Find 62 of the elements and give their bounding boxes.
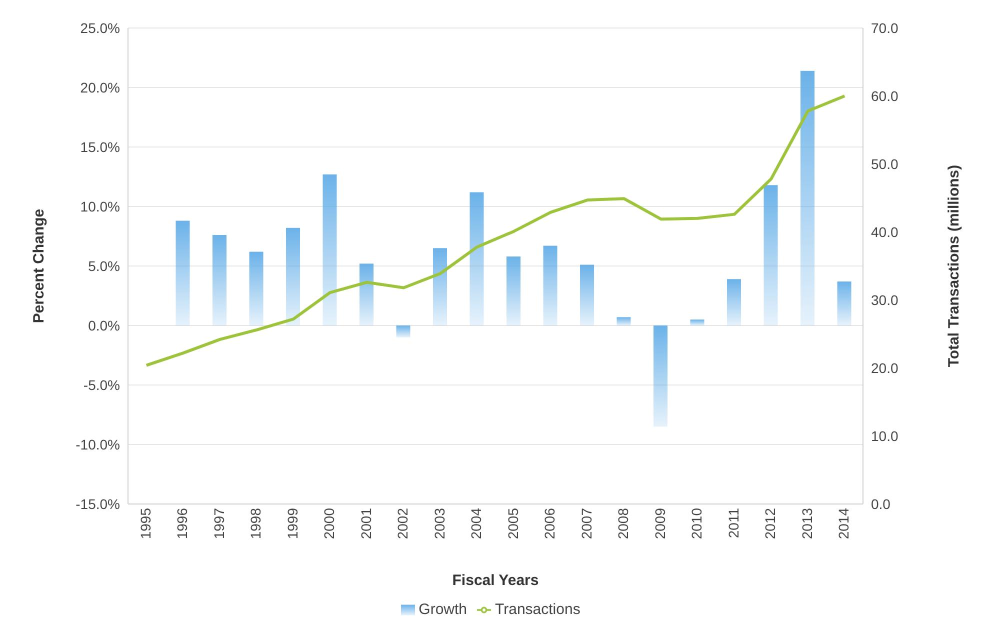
bar bbox=[727, 279, 741, 326]
bar bbox=[396, 326, 410, 338]
bar bbox=[249, 252, 264, 326]
y2-tick-label: 10.0 bbox=[871, 428, 898, 444]
x-tick-label: 2007 bbox=[578, 508, 594, 540]
x-tick-label: 1997 bbox=[210, 508, 227, 540]
y2-tick-label: 30.0 bbox=[871, 292, 898, 308]
x-tick-label: 1996 bbox=[174, 508, 190, 540]
bar bbox=[360, 264, 374, 326]
x-tick-label: 2009 bbox=[652, 508, 668, 540]
bar bbox=[764, 185, 778, 326]
bar bbox=[654, 326, 668, 427]
y2-tick-label: 70.0 bbox=[871, 20, 898, 36]
x-tick-label: 2011 bbox=[725, 508, 742, 538]
line-series bbox=[144, 94, 846, 367]
x-tick-label: 2001 bbox=[358, 508, 374, 540]
bar bbox=[690, 320, 704, 326]
x-tick-label: 2014 bbox=[836, 508, 852, 540]
bar bbox=[506, 256, 520, 326]
x-tick-label: 2006 bbox=[542, 508, 558, 540]
x-tick-label: 1995 bbox=[137, 508, 154, 540]
bar bbox=[616, 317, 631, 326]
x-tick-label: 1999 bbox=[284, 508, 300, 540]
x-tick-label: 2012 bbox=[762, 508, 778, 540]
y-tick-label: 10.0% bbox=[80, 198, 120, 214]
y-tick-label: -15.0% bbox=[76, 496, 120, 512]
bar bbox=[470, 192, 484, 326]
bar bbox=[322, 174, 337, 326]
y2-axis-title: Total Transactions (millions) bbox=[945, 164, 962, 368]
x-tick-label: 2002 bbox=[394, 508, 411, 540]
x-tick-label: 2003 bbox=[431, 508, 448, 540]
x-tick-label: 2013 bbox=[798, 508, 815, 540]
y-tick-label: 15.0% bbox=[80, 138, 120, 155]
bar bbox=[286, 228, 300, 326]
y-tick-label: -5.0% bbox=[83, 376, 120, 393]
bar bbox=[433, 248, 447, 326]
y2-tick-label: 0.0 bbox=[871, 496, 891, 512]
x-tick-label: 2004 bbox=[468, 508, 484, 540]
x-tick-label: 2005 bbox=[504, 508, 521, 540]
y-tick-label: 0.0% bbox=[88, 317, 120, 334]
y-tick-label: 5.0% bbox=[88, 258, 120, 274]
x-tick-label: 2000 bbox=[321, 508, 338, 540]
bar bbox=[800, 70, 814, 326]
y-tick-label: -10.0% bbox=[76, 436, 120, 452]
bar bbox=[212, 235, 226, 326]
y-axis-title: Percent Change bbox=[30, 208, 48, 324]
y2-tick-label: 20.0 bbox=[871, 360, 898, 376]
legend-label: Transactions bbox=[495, 601, 580, 618]
y2-tick-label: 50.0 bbox=[871, 156, 898, 172]
x-tick-label: 2008 bbox=[615, 508, 632, 540]
y-tick-label: 25.0% bbox=[80, 20, 120, 36]
y2-tick-label: 40.0 bbox=[871, 224, 898, 240]
bar bbox=[176, 220, 190, 326]
bar bbox=[837, 281, 852, 326]
bar bbox=[580, 264, 594, 326]
y-tick-label: 20.0% bbox=[80, 79, 120, 96]
y2-tick-label: 60.0 bbox=[871, 88, 898, 104]
x-axis-title: Fiscal Years bbox=[452, 572, 539, 589]
x-tick-label: 2010 bbox=[688, 508, 705, 540]
bar bbox=[543, 246, 558, 326]
x-tick-label: 1998 bbox=[248, 508, 264, 540]
legend-label: Growth bbox=[418, 601, 468, 618]
